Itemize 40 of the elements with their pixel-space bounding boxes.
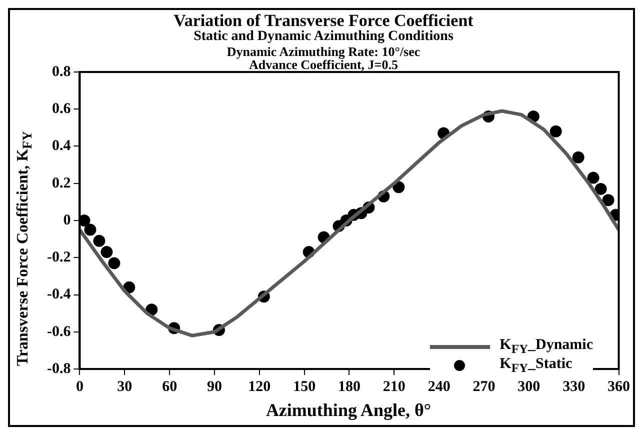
x-tick-label: 0 (76, 378, 84, 395)
text: Dynamic Azimuthing Rate: 10°/sec (226, 44, 422, 59)
x-tick-label: 330 (562, 378, 586, 395)
y-tick-label: -0.6 (46, 324, 72, 340)
point (550, 125, 562, 138)
x-axis-title: Azimuthing Angle, θ° (264, 400, 432, 420)
point (93, 234, 106, 247)
y-tick-label: 0.8 (52, 64, 71, 80)
annotation: Advance Coefficient, J=0.5 (249, 57, 398, 72)
point (80, 214, 90, 226)
point (572, 151, 584, 164)
x-tick-label: 180 (338, 378, 360, 395)
x-tick-label: 270 (472, 378, 496, 395)
x-tick-label: 120 (248, 378, 271, 395)
point (100, 246, 113, 258)
point (108, 257, 120, 270)
x-tick-label: 360 (608, 378, 630, 395)
point (587, 172, 600, 184)
point (392, 181, 405, 194)
y-tick-label: -0.8 (46, 360, 71, 377)
x-tick-label: 60 (162, 378, 178, 395)
chart-title: Variation of Transverse Force Coefficient (172, 11, 474, 30)
x-tick-label: 30 (117, 378, 132, 395)
x-tick-label: 300 (518, 378, 540, 395)
x-tick-label: 210 (382, 378, 406, 395)
y-tick-label: 0.2 (52, 175, 71, 192)
x-tick-label: 150 (293, 378, 316, 395)
y-tick-label: 0.4 (52, 138, 72, 154)
legend-label: K$_{FY}$_Dynamic (500, 336, 593, 356)
chart-subtitle: Static and Dynamic Azimuthing Conditions (192, 28, 454, 45)
y-tick-label: -0.2 (46, 250, 71, 266)
point (602, 194, 614, 206)
y-tick-label: -0.4 (46, 286, 72, 303)
point (594, 182, 607, 195)
x-tick-label: 90 (206, 378, 222, 395)
y-tick-label: 0.6 (52, 101, 72, 117)
x-tick-label: 240 (428, 378, 450, 395)
legend-label: K$_{FY}$_Static (500, 356, 572, 376)
y-tick-label: 0 (63, 212, 71, 228)
point (84, 224, 96, 236)
